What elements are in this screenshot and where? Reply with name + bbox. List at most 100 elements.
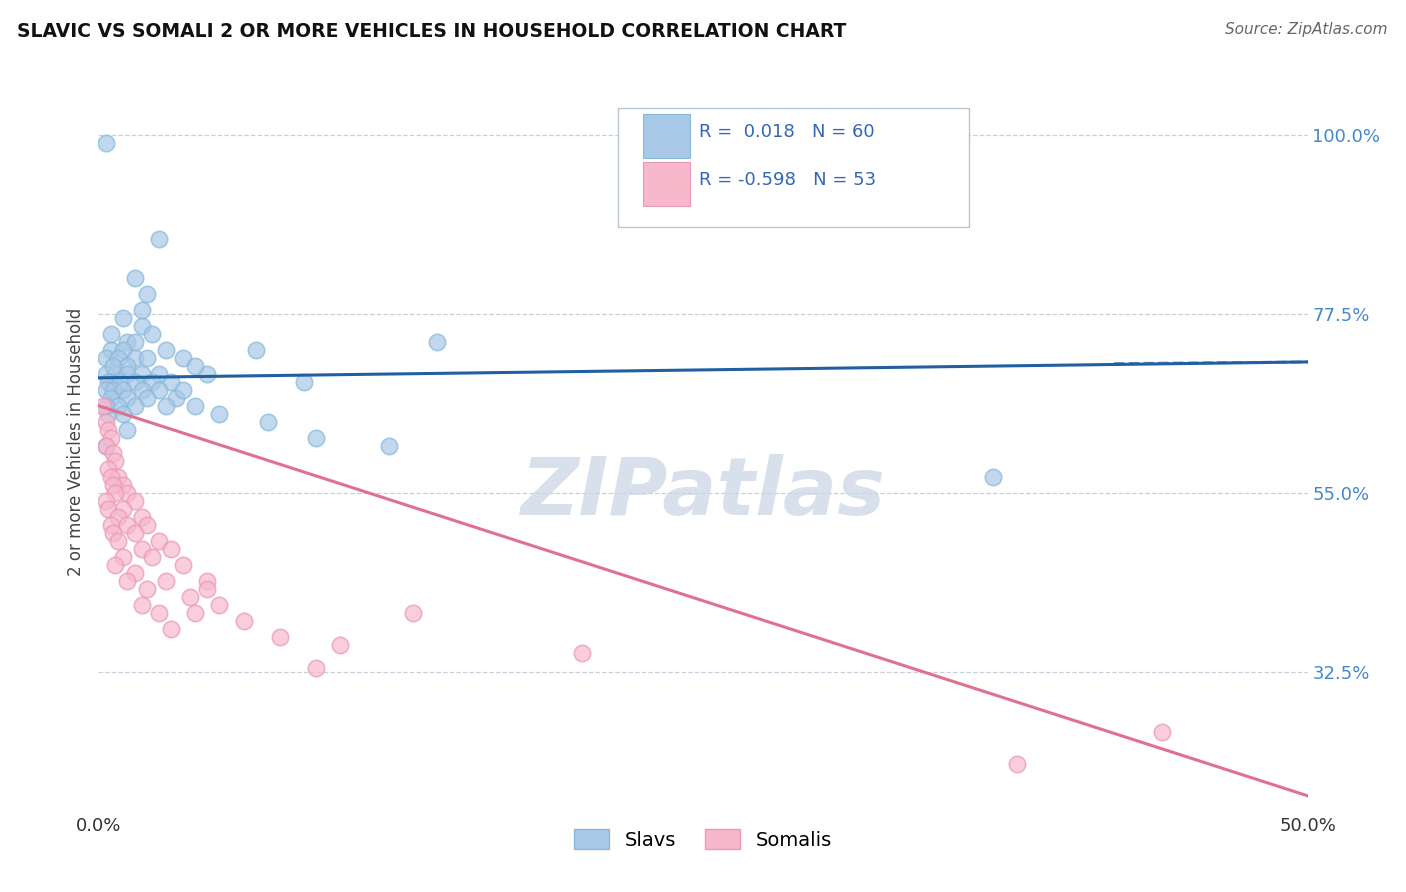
Point bbox=[108, 375, 131, 389]
Point bbox=[124, 271, 146, 285]
Point bbox=[155, 343, 177, 357]
Point bbox=[141, 327, 163, 342]
FancyBboxPatch shape bbox=[643, 161, 690, 205]
Point bbox=[184, 399, 207, 413]
Point bbox=[111, 407, 134, 421]
Point bbox=[208, 407, 231, 421]
Point bbox=[94, 399, 117, 413]
Point bbox=[94, 494, 117, 508]
Point bbox=[124, 375, 146, 389]
Point bbox=[131, 303, 153, 318]
Point bbox=[124, 526, 146, 541]
Point bbox=[94, 351, 117, 365]
Point bbox=[160, 541, 183, 556]
Point bbox=[124, 566, 146, 580]
Point bbox=[91, 399, 114, 413]
Point bbox=[107, 510, 129, 524]
FancyBboxPatch shape bbox=[619, 108, 969, 227]
Point bbox=[148, 367, 170, 381]
Point bbox=[94, 367, 117, 381]
Point bbox=[305, 431, 328, 445]
Point bbox=[131, 319, 153, 334]
Point bbox=[117, 574, 139, 588]
Point bbox=[305, 661, 328, 675]
Point bbox=[94, 415, 117, 429]
Point bbox=[160, 622, 183, 636]
Point bbox=[111, 549, 134, 564]
Point bbox=[94, 136, 117, 150]
Point bbox=[571, 646, 593, 660]
Point bbox=[232, 614, 254, 628]
Point bbox=[148, 606, 170, 620]
Point bbox=[107, 399, 129, 413]
Point bbox=[269, 630, 291, 644]
Point bbox=[179, 590, 201, 604]
Point bbox=[131, 598, 153, 612]
Point bbox=[101, 383, 124, 397]
Point bbox=[172, 383, 194, 397]
Point bbox=[94, 438, 117, 452]
Point bbox=[1152, 725, 1174, 739]
Point bbox=[104, 558, 127, 572]
Point bbox=[101, 359, 124, 373]
Point bbox=[131, 367, 153, 381]
Point bbox=[131, 510, 153, 524]
Point bbox=[135, 518, 157, 533]
Point bbox=[107, 534, 129, 549]
Point bbox=[172, 351, 194, 365]
FancyBboxPatch shape bbox=[643, 114, 690, 158]
Text: SLAVIC VS SOMALI 2 OR MORE VEHICLES IN HOUSEHOLD CORRELATION CHART: SLAVIC VS SOMALI 2 OR MORE VEHICLES IN H… bbox=[17, 22, 846, 41]
Point bbox=[124, 494, 146, 508]
Point bbox=[131, 541, 153, 556]
Legend: Slavs, Somalis: Slavs, Somalis bbox=[567, 822, 839, 857]
Point bbox=[184, 606, 207, 620]
Point bbox=[97, 502, 120, 516]
Point bbox=[155, 399, 177, 413]
Point bbox=[101, 526, 124, 541]
Point bbox=[184, 359, 207, 373]
Point bbox=[111, 383, 134, 397]
Point bbox=[402, 606, 425, 620]
Point bbox=[148, 231, 170, 245]
Text: R = -0.598   N = 53: R = -0.598 N = 53 bbox=[699, 171, 876, 189]
Point bbox=[94, 438, 117, 452]
Point bbox=[377, 438, 399, 452]
Point bbox=[117, 486, 139, 500]
Point bbox=[117, 359, 139, 373]
Point bbox=[195, 582, 218, 596]
Point bbox=[141, 375, 163, 389]
Point bbox=[195, 367, 218, 381]
Point bbox=[208, 598, 231, 612]
Point bbox=[97, 407, 120, 421]
Point bbox=[124, 351, 146, 365]
Point bbox=[426, 334, 449, 349]
Point bbox=[111, 343, 134, 357]
Point bbox=[117, 423, 139, 437]
Point bbox=[111, 478, 134, 492]
Point bbox=[172, 558, 194, 572]
Point bbox=[97, 375, 120, 389]
Point bbox=[124, 334, 146, 349]
Point bbox=[101, 478, 124, 492]
Point bbox=[100, 431, 122, 445]
Point bbox=[124, 399, 146, 413]
Point bbox=[135, 351, 157, 365]
Point bbox=[148, 534, 170, 549]
Point bbox=[256, 415, 278, 429]
Point bbox=[97, 462, 120, 476]
Point bbox=[292, 375, 315, 389]
Point bbox=[100, 327, 122, 342]
Point bbox=[245, 343, 267, 357]
Point bbox=[94, 383, 117, 397]
Point bbox=[117, 367, 139, 381]
Point bbox=[165, 391, 187, 405]
Point bbox=[131, 383, 153, 397]
Point bbox=[101, 446, 124, 460]
Point bbox=[135, 582, 157, 596]
Point bbox=[329, 638, 352, 652]
Point bbox=[100, 470, 122, 484]
Point bbox=[117, 518, 139, 533]
Point bbox=[111, 311, 134, 326]
Point bbox=[104, 486, 127, 500]
Point bbox=[141, 549, 163, 564]
